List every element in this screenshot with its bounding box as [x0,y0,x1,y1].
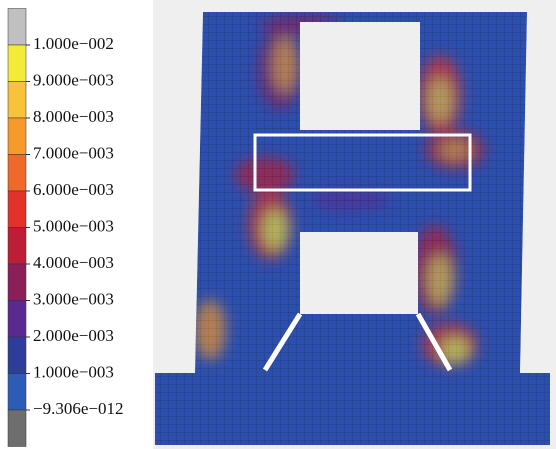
legend-label: 1.000e−002 [33,34,114,53]
screen: 1.000e−002 9.000e−003 8.000e−003 7.000e−003… [0,0,556,449]
legend-label: 6.000e−003 [33,180,114,199]
lower-opening [300,232,418,314]
legend-label: −9.306e−012 [33,399,123,418]
legend-label: 5.000e−003 [33,216,114,235]
upper-opening [300,22,420,130]
legend-swatch [8,82,26,119]
legend-label: 9.000e−003 [33,70,114,89]
legend-label: 2.000e−003 [33,326,114,345]
legend-swatch [8,191,26,228]
legend-swatch [8,228,26,265]
legend-swatch [8,337,26,374]
color-legend: 1.000e−002 9.000e−003 8.000e−003 7.000e−003… [8,9,123,447]
legend-label: 7.000e−003 [33,143,114,162]
legend-swatch [8,410,26,447]
legend-swatch [8,45,26,82]
legend-swatch [8,374,26,411]
legend-swatch [8,118,26,155]
legend-swatch [8,264,26,301]
legend-label: 8.000e−003 [33,107,114,126]
legend-label: 4.000e−003 [33,253,114,272]
legend-swatch [8,301,26,338]
legend-label: 3.000e−003 [33,289,114,308]
legend-label: 1.000e−003 [33,362,114,381]
legend-swatch [8,9,26,46]
legend-swatch [8,155,26,192]
